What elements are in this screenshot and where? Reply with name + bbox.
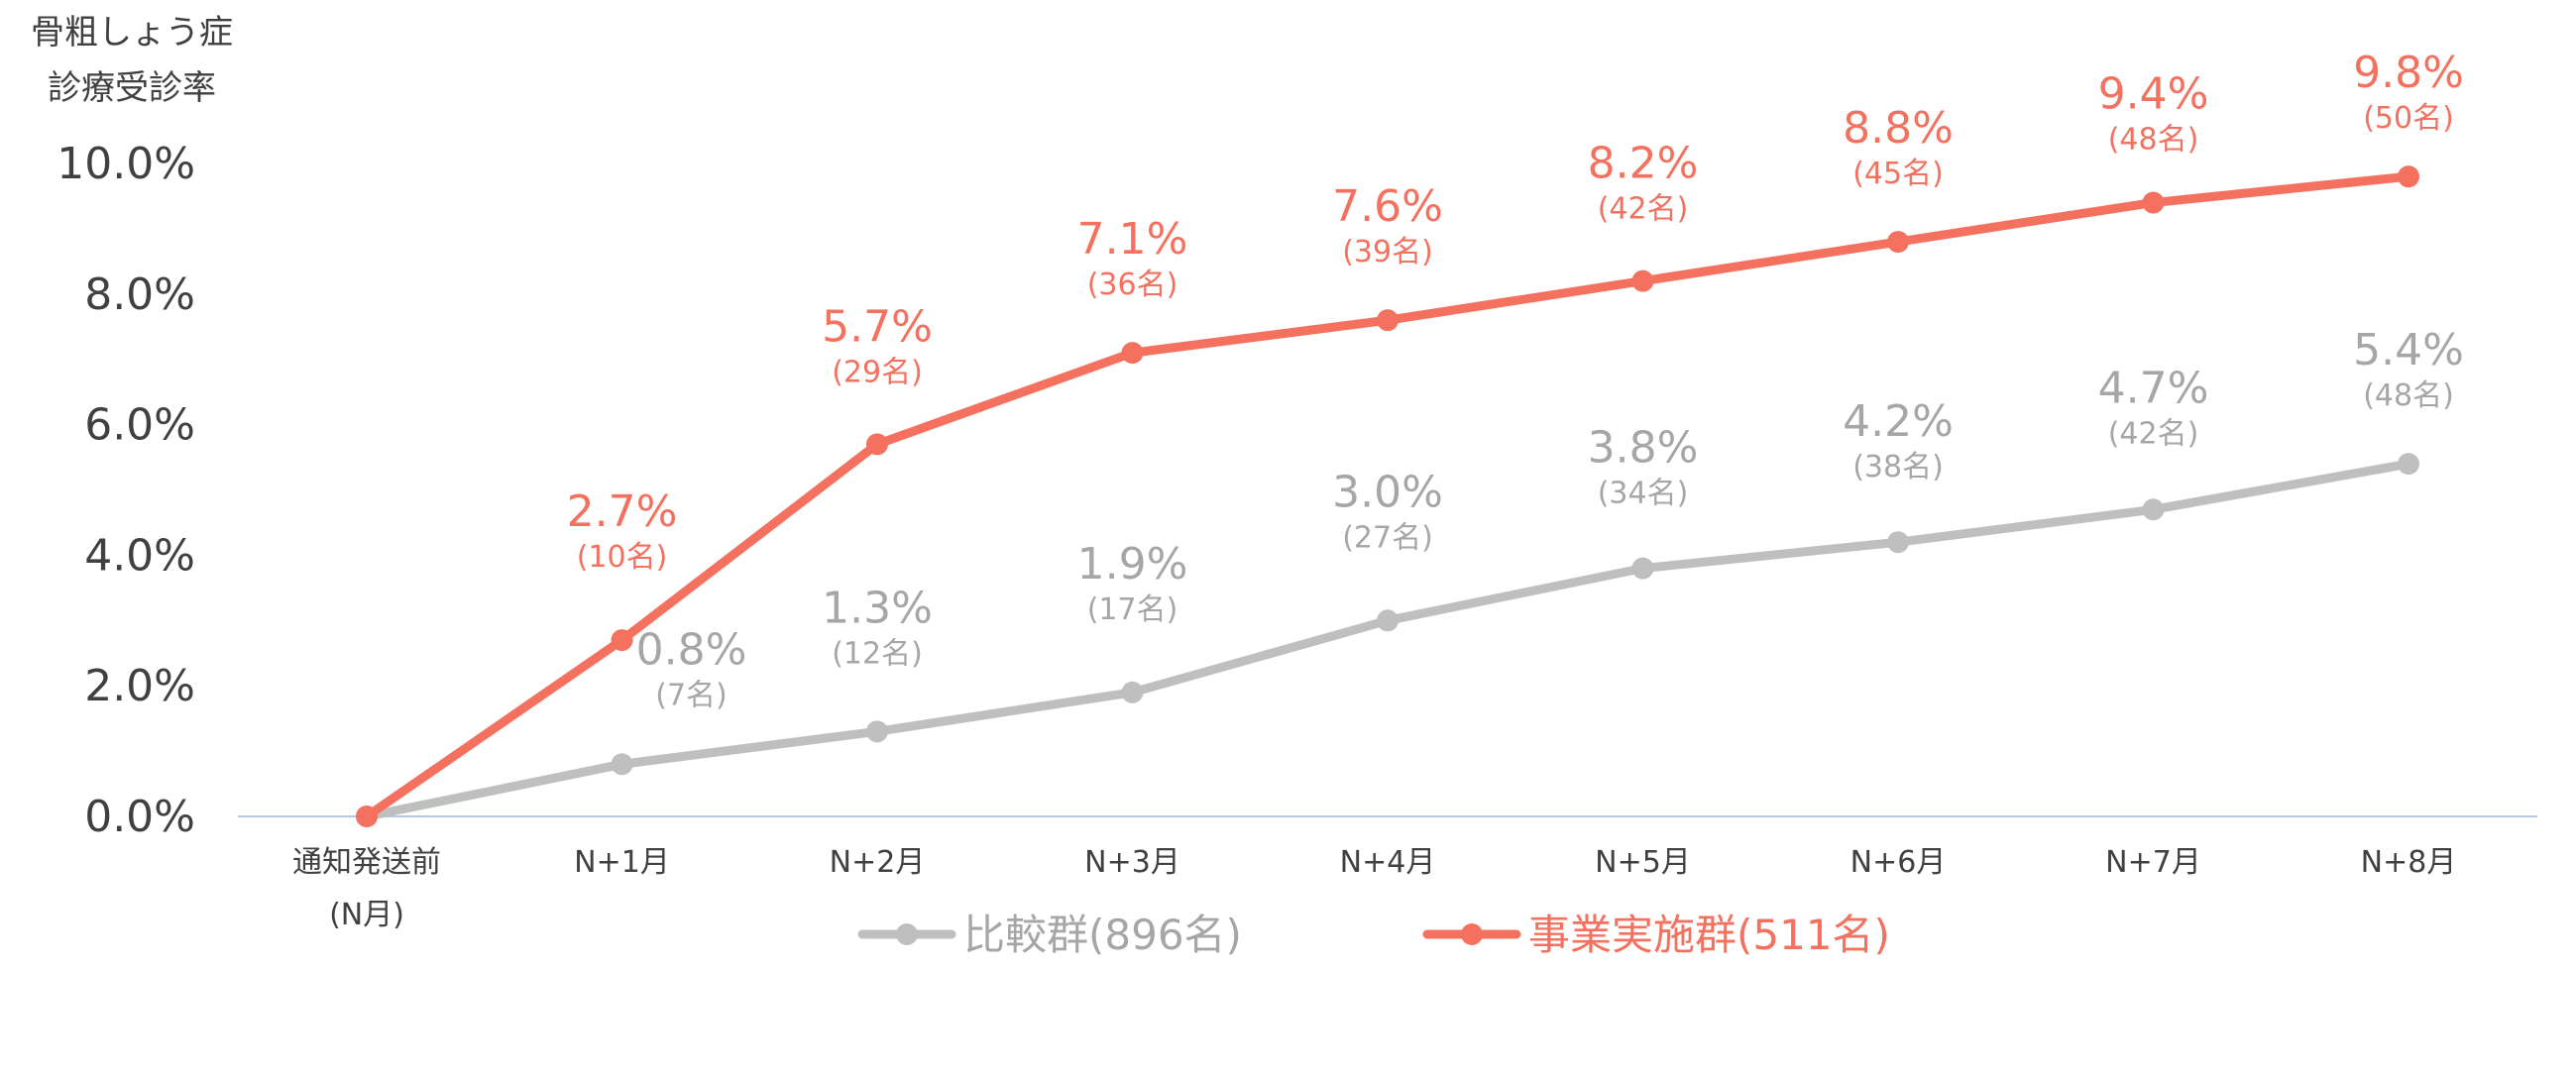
data-point (1377, 609, 1399, 632)
data-label-percent: 7.6% (1332, 181, 1443, 232)
data-label-percent: 5.4% (2353, 325, 2464, 376)
data-label-percent: 1.3% (822, 583, 933, 633)
data-label-percent: 4.2% (1843, 396, 1954, 447)
x-tick-label: N+8月 (2361, 845, 2457, 880)
data-label-count: (45名) (1852, 157, 1944, 191)
data-label-count: (42名) (1598, 192, 1689, 227)
series-lines (356, 165, 2419, 827)
data-point (2398, 453, 2419, 476)
series-0 (356, 453, 2419, 827)
data-point (2398, 165, 2419, 188)
data-label-count: (50名) (2363, 101, 2454, 136)
data-label-count: (10名) (577, 540, 668, 575)
legend-swatch-marker (1461, 923, 1483, 945)
data-label-count: (48名) (2108, 123, 2199, 158)
data-label-count: (39名) (1342, 235, 1433, 269)
data-label-percent: 8.2% (1588, 139, 1699, 189)
y-tick-label: 10.0% (56, 139, 195, 189)
data-labels: 0.8%(7名)1.3%(12名)1.9%(17名)3.0%(27名)3.8%(… (567, 48, 2464, 712)
data-point (2142, 498, 2165, 521)
x-tick-label: N+3月 (1084, 845, 1180, 880)
y-tick-label: 8.0% (84, 269, 195, 320)
data-label-count: (12名) (832, 636, 923, 671)
x-tick-label: N+6月 (1850, 845, 1947, 880)
y-tick-label: 0.0% (84, 792, 195, 842)
data-point (1887, 531, 1909, 554)
x-tick-label: N+5月 (1595, 845, 1691, 880)
y-tick-label: 2.0% (84, 661, 195, 711)
legend-swatch-marker (896, 923, 918, 945)
data-point (866, 433, 888, 456)
data-label-percent: 5.7% (822, 301, 933, 352)
data-label-percent: 9.8% (2353, 48, 2464, 98)
data-label-percent: 3.0% (1332, 467, 1443, 517)
data-label-percent: 7.1% (1077, 214, 1188, 265)
data-label-count: (48名) (2363, 378, 2454, 413)
series-1 (356, 165, 2419, 827)
data-label-percent: 9.4% (2098, 69, 2209, 120)
data-label-count: (34名) (1598, 477, 1689, 511)
data-label-count: (42名) (2108, 416, 2199, 451)
data-point (1121, 681, 1144, 703)
data-point (2142, 191, 2165, 214)
legend-label: 比較群(896名) (963, 911, 1242, 959)
x-axis-ticks: 通知発送前 (N月) N+1月 N+2月 N+3月 N+4月 N+5月 N+6月 N+7月 N+8… (292, 845, 2456, 932)
data-point (611, 753, 633, 776)
data-point (611, 629, 633, 652)
data-label-count: (7名) (655, 678, 728, 712)
data-point (1377, 309, 1399, 332)
y-axis-ticks: 0.0% 2.0% 4.0% 6.0% 8.0% 10.0% (56, 139, 195, 842)
data-label-percent: 3.8% (1588, 423, 1699, 474)
y-tick-label: 6.0% (84, 400, 195, 451)
legend-item: 比較群(896名) (857, 911, 1242, 959)
data-label-percent: 8.8% (1843, 103, 1954, 154)
legend-item: 事業実施群(511名) (1422, 911, 1890, 959)
data-label-count: (17名) (1087, 592, 1178, 627)
data-label-count: (36名) (1087, 268, 1178, 302)
data-label-count: (29名) (832, 355, 923, 389)
y-axis-label-line: 骨粗しょう症 (31, 13, 233, 53)
x-tick-label: (N月) (329, 898, 404, 932)
data-label-count: (38名) (1852, 450, 1944, 484)
legend: 比較群(896名) 事業実施群(511名) (857, 911, 1890, 959)
legend-label: 事業実施群(511名) (1528, 911, 1890, 959)
data-point (1121, 342, 1144, 365)
x-tick-label: 通知発送前 (292, 845, 441, 880)
data-point (1631, 557, 1654, 580)
y-axis-label-line: 診療受診率 (48, 68, 216, 108)
data-label-percent: 1.9% (1077, 539, 1188, 590)
x-tick-label: N+2月 (830, 845, 926, 880)
data-point (1887, 231, 1909, 254)
x-tick-label: N+7月 (2105, 845, 2201, 880)
y-tick-label: 4.0% (84, 530, 195, 581)
data-point (1631, 269, 1654, 292)
data-point (866, 720, 888, 743)
data-label-count: (27名) (1342, 520, 1433, 555)
x-tick-label: N+4月 (1340, 845, 1436, 880)
data-label-percent: 2.7% (567, 486, 678, 537)
x-tick-label: N+1月 (574, 845, 670, 880)
data-label-percent: 4.7% (2098, 363, 2209, 413)
data-label-percent: 0.8% (636, 624, 747, 675)
data-point (356, 806, 378, 827)
